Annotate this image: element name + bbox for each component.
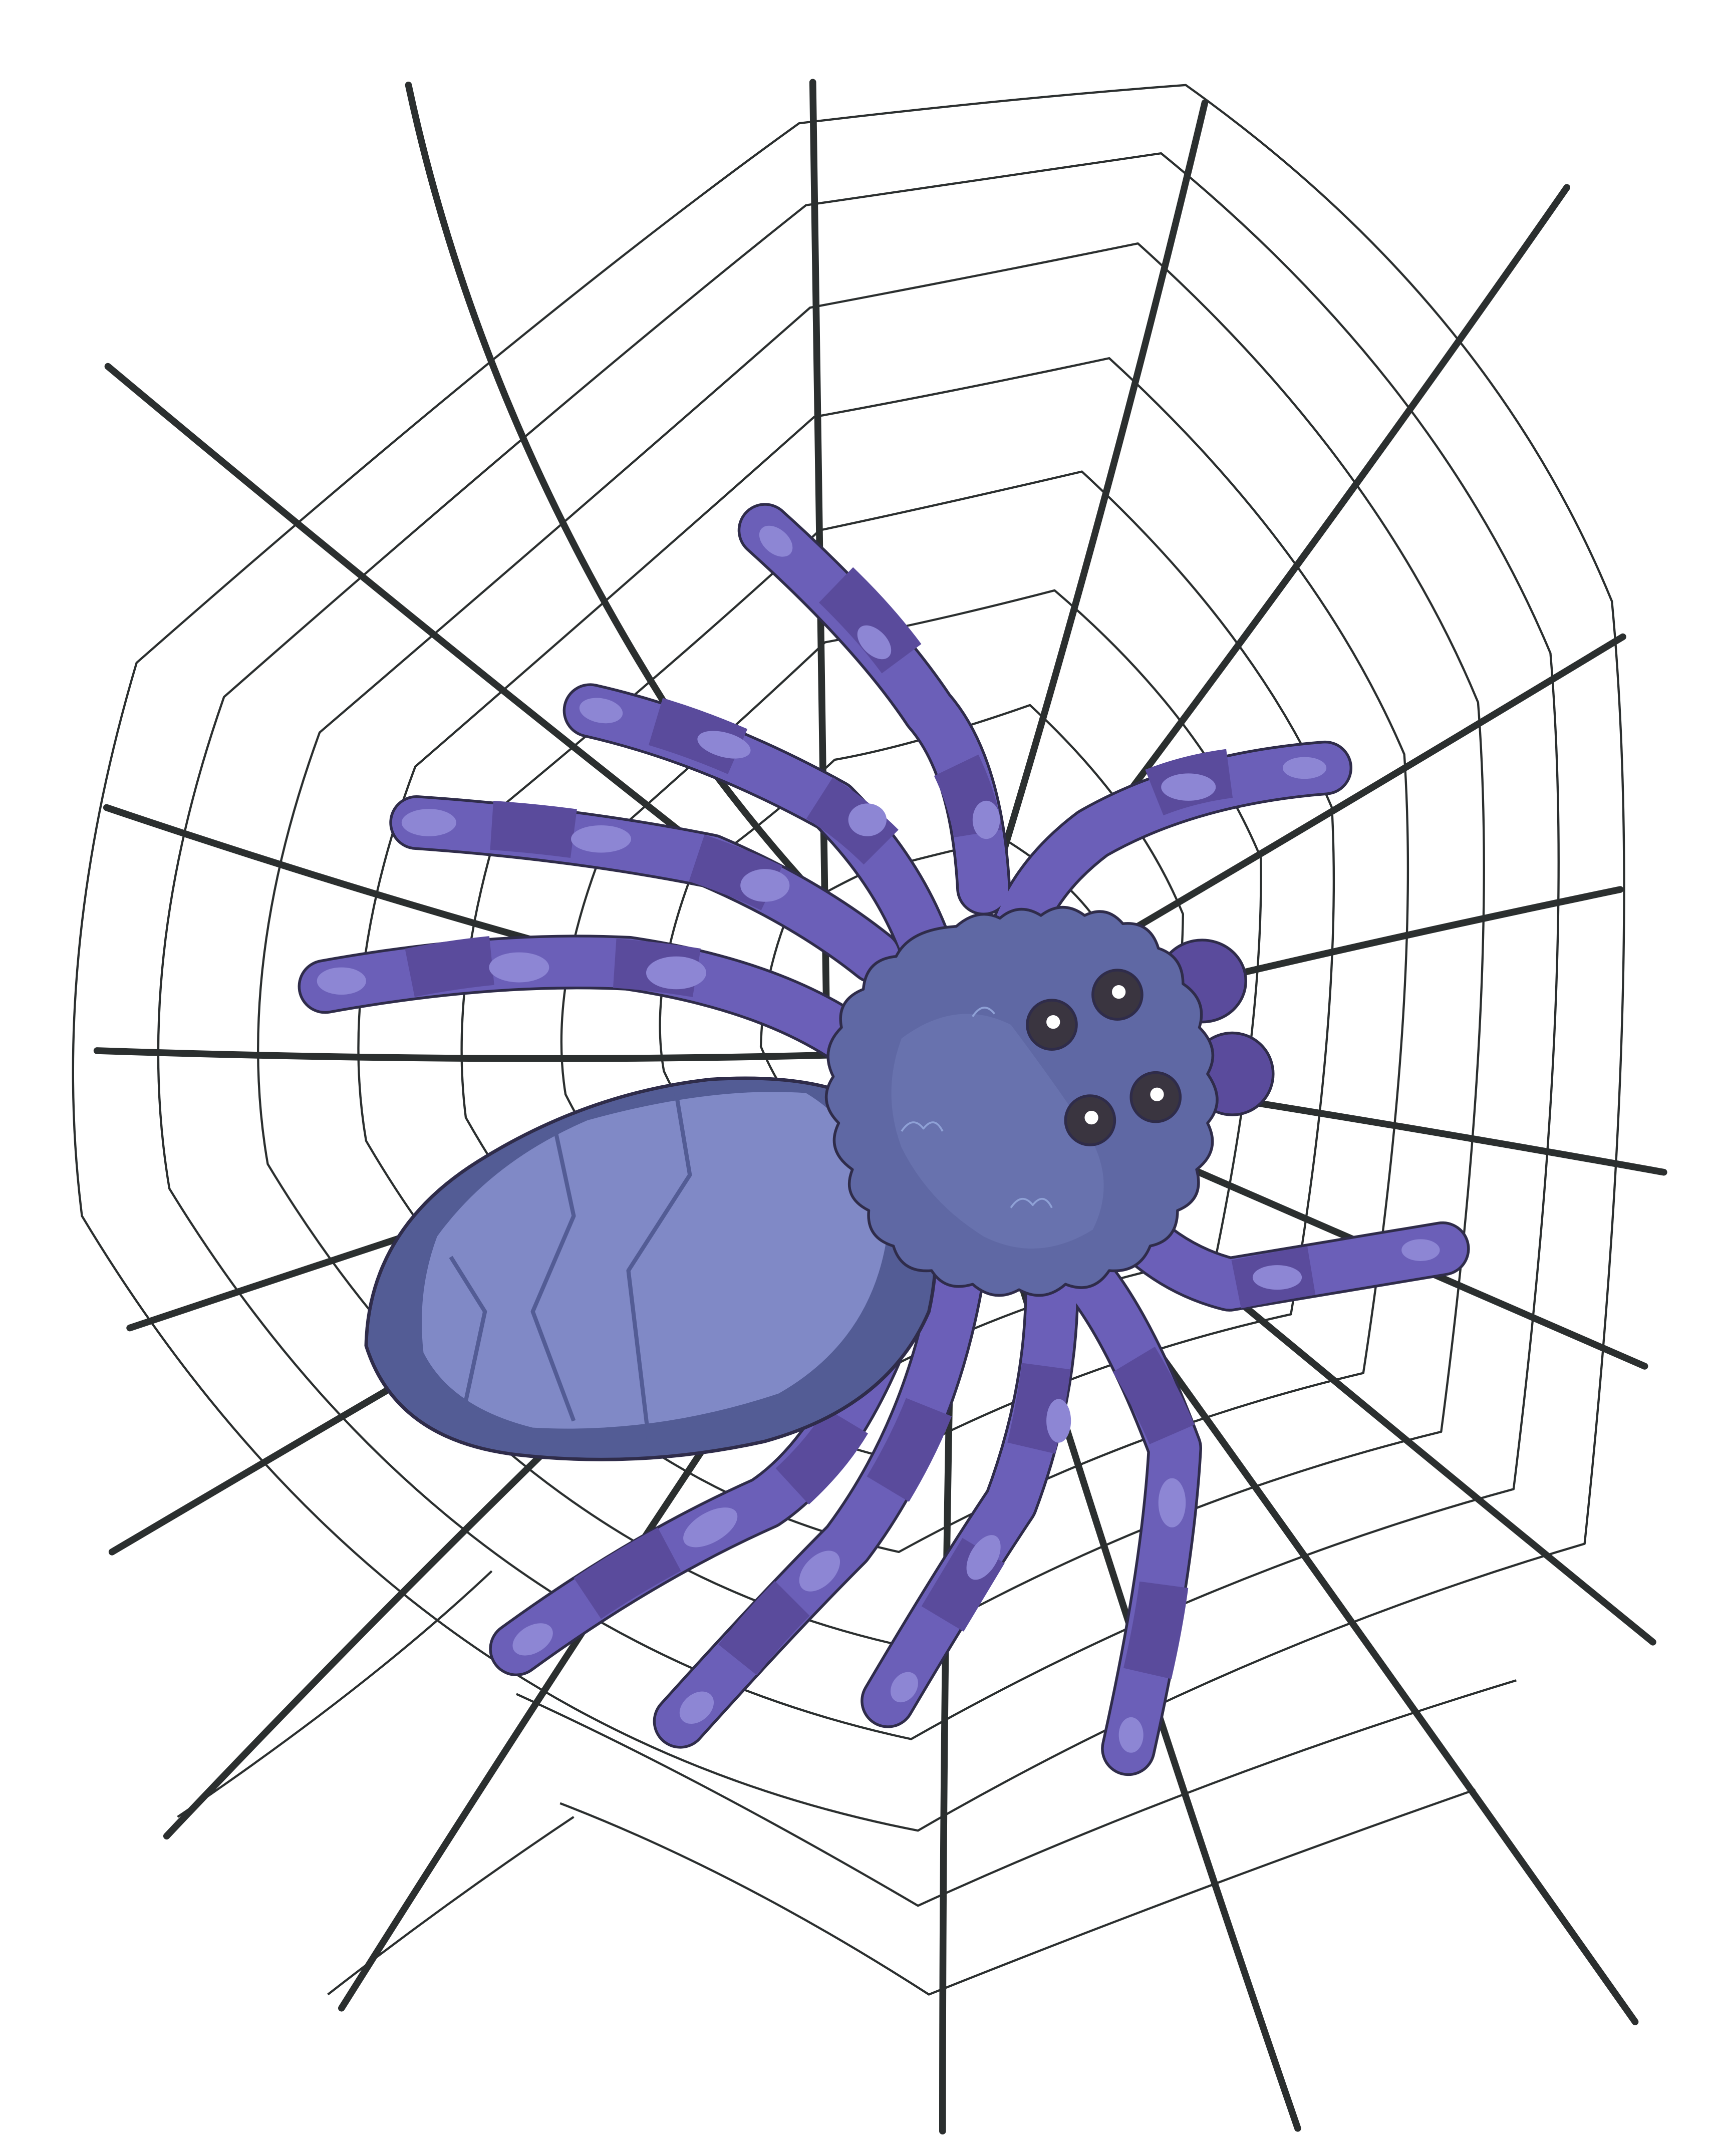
spider-abdomen — [364, 1076, 938, 1461]
spider-icon — [298, 503, 1470, 1776]
leg-bottom-3 — [863, 1260, 1077, 1726]
spider-legs — [298, 503, 1470, 1776]
leg-front-right — [993, 743, 1350, 954]
spider-eyes — [1026, 969, 1182, 1146]
